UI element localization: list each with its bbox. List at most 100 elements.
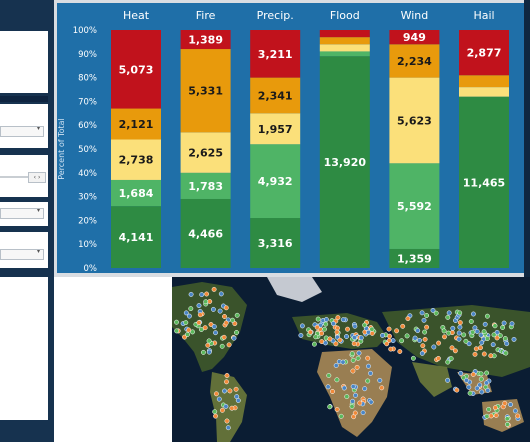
map-marker[interactable] [501,320,507,326]
map-marker[interactable] [384,341,390,347]
map-marker[interactable] [435,355,441,361]
map-marker[interactable] [512,408,518,414]
map-marker[interactable] [334,407,340,412]
map-marker[interactable] [351,341,357,347]
map-marker[interactable] [315,316,321,322]
map-marker[interactable] [449,345,455,351]
bar-group-wind[interactable]: Wind 1,359 5,592 5,623 2,234 949 [389,9,440,268]
bar-segment[interactable] [319,44,370,52]
filter-dropdown-3[interactable]: ▾ [0,207,44,219]
map-marker[interactable] [448,356,454,362]
bar-segment[interactable] [389,30,440,45]
map-marker[interactable] [484,370,490,376]
map-marker[interactable] [299,323,305,329]
bar-segment[interactable] [250,113,301,145]
map-marker[interactable] [344,394,350,400]
map-marker[interactable] [216,396,222,402]
map-marker[interactable] [227,388,233,394]
map-marker[interactable] [344,334,349,339]
map-marker[interactable] [319,330,325,336]
map-marker[interactable] [341,385,347,391]
map-marker[interactable] [298,332,304,338]
map-marker[interactable] [311,341,317,347]
map-marker[interactable] [504,416,510,422]
bar-segment[interactable] [250,144,301,219]
bar-segment[interactable] [319,30,370,38]
bar-segment[interactable] [180,172,231,199]
map-marker[interactable] [421,317,427,323]
bar-segment[interactable] [389,44,440,78]
map-marker[interactable] [219,407,225,413]
map-marker[interactable] [223,305,229,311]
map-marker[interactable] [400,323,406,329]
map-marker[interactable] [422,336,428,342]
bar-group-flood[interactable]: Flood 13,920 [319,9,370,269]
map-marker[interactable] [362,322,368,328]
map-marker[interactable] [352,323,358,329]
bar-segment[interactable] [111,30,161,109]
map-marker[interactable] [481,329,487,335]
map-marker[interactable] [213,413,218,419]
map-marker[interactable] [484,313,490,319]
map-marker[interactable] [234,312,240,318]
map-marker[interactable] [338,413,344,419]
map-marker[interactable] [399,338,405,344]
map-marker[interactable] [484,336,490,342]
map-marker[interactable] [362,386,368,392]
map-marker[interactable] [492,323,498,329]
map-marker[interactable] [330,321,336,327]
map-marker[interactable] [218,291,224,297]
map-marker[interactable] [358,335,364,341]
map-marker[interactable] [478,371,484,377]
map-marker[interactable] [234,330,239,335]
bar-segment[interactable] [180,30,231,50]
map-marker[interactable] [356,350,362,356]
map-marker[interactable] [478,345,483,351]
map-marker[interactable] [333,363,339,368]
map-marker[interactable] [494,335,500,341]
map-marker[interactable] [197,312,203,318]
map-marker[interactable] [470,311,476,317]
bar-segment[interactable] [389,77,440,164]
map-marker[interactable] [467,390,473,396]
map-marker[interactable] [509,321,515,327]
map-marker[interactable] [223,403,229,409]
map-marker[interactable] [199,292,205,298]
map-marker[interactable] [442,334,447,340]
map-marker[interactable] [417,337,422,343]
map-marker[interactable] [232,321,238,327]
map-marker[interactable] [368,370,373,376]
map-marker[interactable] [484,413,490,419]
map-marker[interactable] [466,341,472,347]
map-marker[interactable] [431,344,437,350]
map-marker[interactable] [183,320,189,326]
map-marker[interactable] [458,370,464,376]
map-marker[interactable] [441,328,447,334]
map-marker[interactable] [211,324,217,330]
map-marker[interactable] [502,336,508,341]
bar-segment[interactable] [459,30,509,76]
map-marker[interactable] [500,325,506,330]
map-marker[interactable] [419,310,425,316]
bar-segment[interactable] [111,206,161,268]
map-marker[interactable] [314,324,320,330]
map-marker[interactable] [322,326,327,332]
map-marker[interactable] [502,400,508,406]
map-marker[interactable] [225,425,231,431]
map-marker[interactable] [463,338,469,344]
filter-dropdown-1[interactable]: ▾ [0,125,44,137]
map-marker[interactable] [505,421,510,427]
bar-segment[interactable] [180,198,231,268]
map-marker[interactable] [335,325,340,331]
map-marker[interactable] [466,384,472,390]
map-marker[interactable] [327,336,333,342]
bar-segment[interactable] [111,179,161,207]
map-marker[interactable] [470,371,476,377]
map-marker[interactable] [504,341,510,347]
map-marker[interactable] [446,330,452,336]
map-marker[interactable] [234,394,240,400]
bar-segment[interactable] [111,139,161,180]
bar-segment[interactable] [459,96,509,268]
map-marker[interactable] [323,340,328,346]
map-marker[interactable] [445,377,451,383]
